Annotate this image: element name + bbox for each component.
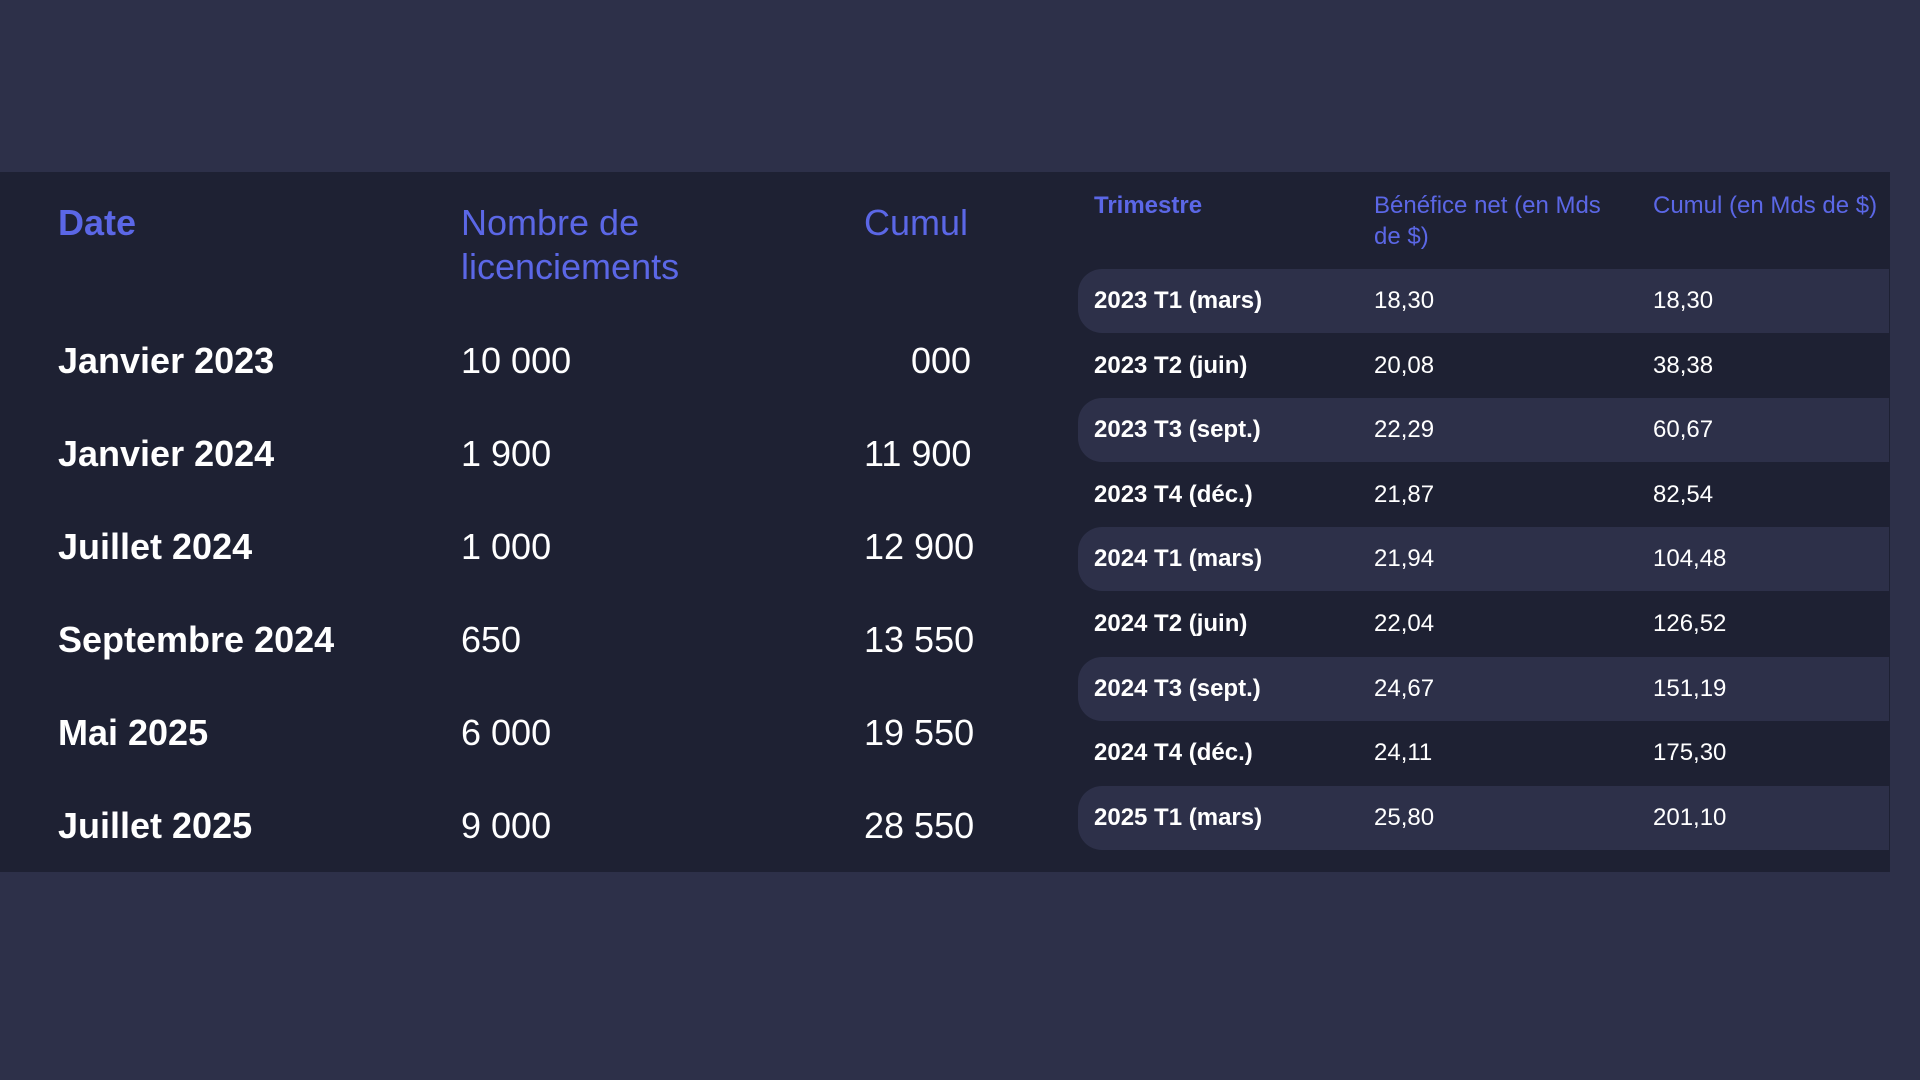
right-cell: 2023 T1 (mars): [1094, 287, 1263, 314]
right-cell: 18,30: [1374, 287, 1435, 314]
left-cell: Juillet 2024: [58, 526, 253, 567]
right-cell: 201,10: [1653, 803, 1727, 831]
right-header: Bénéfice net (en Mds de $): [1374, 192, 1601, 250]
right-cell: 2023 T3 (sept.): [1094, 416, 1261, 444]
left-cell: 13 550: [864, 619, 975, 660]
right-cell: 175,30: [1653, 739, 1727, 767]
right-header: Cumul (en Mds de $): [1653, 192, 1878, 219]
left-cell: 9 000: [461, 805, 552, 846]
row-stripe: [1078, 269, 1889, 333]
right-cell: 151,19: [1653, 674, 1727, 702]
right-cell: 38,38: [1653, 351, 1714, 379]
right-cell: 2025 T1 (mars): [1094, 803, 1263, 831]
right-cell: 2024 T2 (juin): [1094, 610, 1248, 637]
right-cell: 2024 T3 (sept.): [1094, 674, 1261, 702]
left-cell: 1 000: [461, 526, 552, 567]
left-cell: 000: [911, 340, 972, 381]
left-header: Cumul: [864, 202, 969, 243]
right-cell: 60,67: [1653, 416, 1714, 444]
right-cell: 2024 T4 (déc.): [1094, 739, 1253, 767]
row-stripe: [1078, 527, 1889, 592]
row-stripe: [1078, 656, 1889, 721]
right-cell: 21,94: [1374, 545, 1435, 573]
right-header: Trimestre: [1094, 192, 1203, 219]
left-cell: 6 000: [461, 712, 552, 753]
left-cell: Janvier 2024: [58, 433, 275, 474]
left-cell: 28 550: [864, 805, 975, 846]
left-header: Date: [58, 202, 137, 243]
right-cell: 22,04: [1374, 610, 1435, 637]
right-cell: 24,67: [1374, 674, 1435, 702]
left-cell: 10 000: [461, 340, 572, 381]
left-cell: 650: [461, 619, 522, 660]
right-cell: 2023 T4 (déc.): [1094, 480, 1253, 508]
right-cell: 126,52: [1653, 610, 1727, 637]
left-cell: Juillet 2025: [58, 805, 253, 846]
right-cell: 24,11: [1374, 739, 1433, 767]
right-cell: 20,08: [1374, 351, 1435, 379]
left-header: Nombre de licenciements: [461, 202, 680, 287]
right-cell: 22,29: [1374, 416, 1435, 444]
left-cell: 19 550: [864, 712, 975, 753]
right-cell: 104,48: [1653, 545, 1727, 573]
left-cell: Mai 2025: [58, 712, 209, 753]
right-cell: 18,30: [1653, 287, 1714, 314]
left-cell: Janvier 2023: [58, 340, 275, 381]
left-cell: 11 900: [864, 433, 972, 474]
row-stripe: [1078, 398, 1889, 463]
right-cell: 2023 T2 (juin): [1094, 351, 1248, 379]
right-cell: 21,87: [1374, 480, 1435, 508]
right-cell: 82,54: [1653, 480, 1714, 508]
right-cell: 25,80: [1374, 803, 1435, 831]
right-cell: 2024 T1 (mars): [1094, 545, 1263, 573]
left-cell: 1 900: [461, 433, 552, 474]
row-stripe: [1078, 785, 1889, 850]
left-cell: Septembre 2024: [58, 619, 335, 660]
left-cell: 12 900: [864, 526, 975, 567]
